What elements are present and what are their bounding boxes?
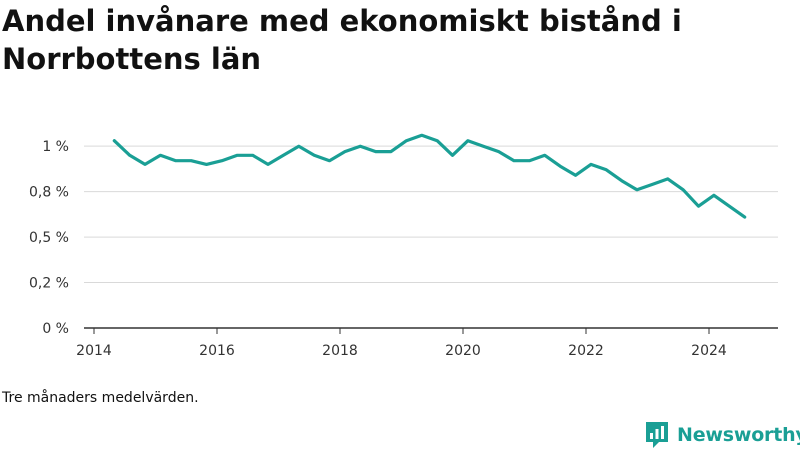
- series-line: [112, 133, 747, 219]
- y-tick-label: 1 %: [42, 139, 69, 155]
- x-axis: 2014 2016 2018 2020 2022 2024: [76, 327, 778, 359]
- newsworthy-logo-icon: [646, 422, 668, 448]
- x-tick-label: 2022: [568, 343, 604, 359]
- y-axis: 0 % 0,2 % 0,5 % 0,8 % 1 %: [29, 139, 69, 337]
- chart-title: Andel invånare med ekonomiskt bistånd i …: [2, 4, 682, 76]
- series-layer: [112, 133, 747, 219]
- x-tick-label: 2014: [76, 343, 112, 359]
- y-tick-label: 0,2 %: [29, 276, 69, 292]
- x-tick-label: 2024: [691, 343, 727, 359]
- logo-text: Newsworthy: [677, 424, 800, 446]
- y-tick-label: 0 %: [42, 321, 69, 337]
- x-tick-label: 2018: [322, 343, 358, 359]
- gridlines: [84, 145, 778, 284]
- y-tick-label: 0,5 %: [29, 230, 69, 246]
- x-tick-label: 2020: [445, 343, 481, 359]
- x-tick-label: 2016: [199, 343, 235, 359]
- y-tick-label: 0,8 %: [29, 185, 69, 201]
- newsworthy-logo: Newsworthy: [644, 420, 800, 450]
- chart-caption: Tre månaders medelvärden.: [2, 390, 199, 406]
